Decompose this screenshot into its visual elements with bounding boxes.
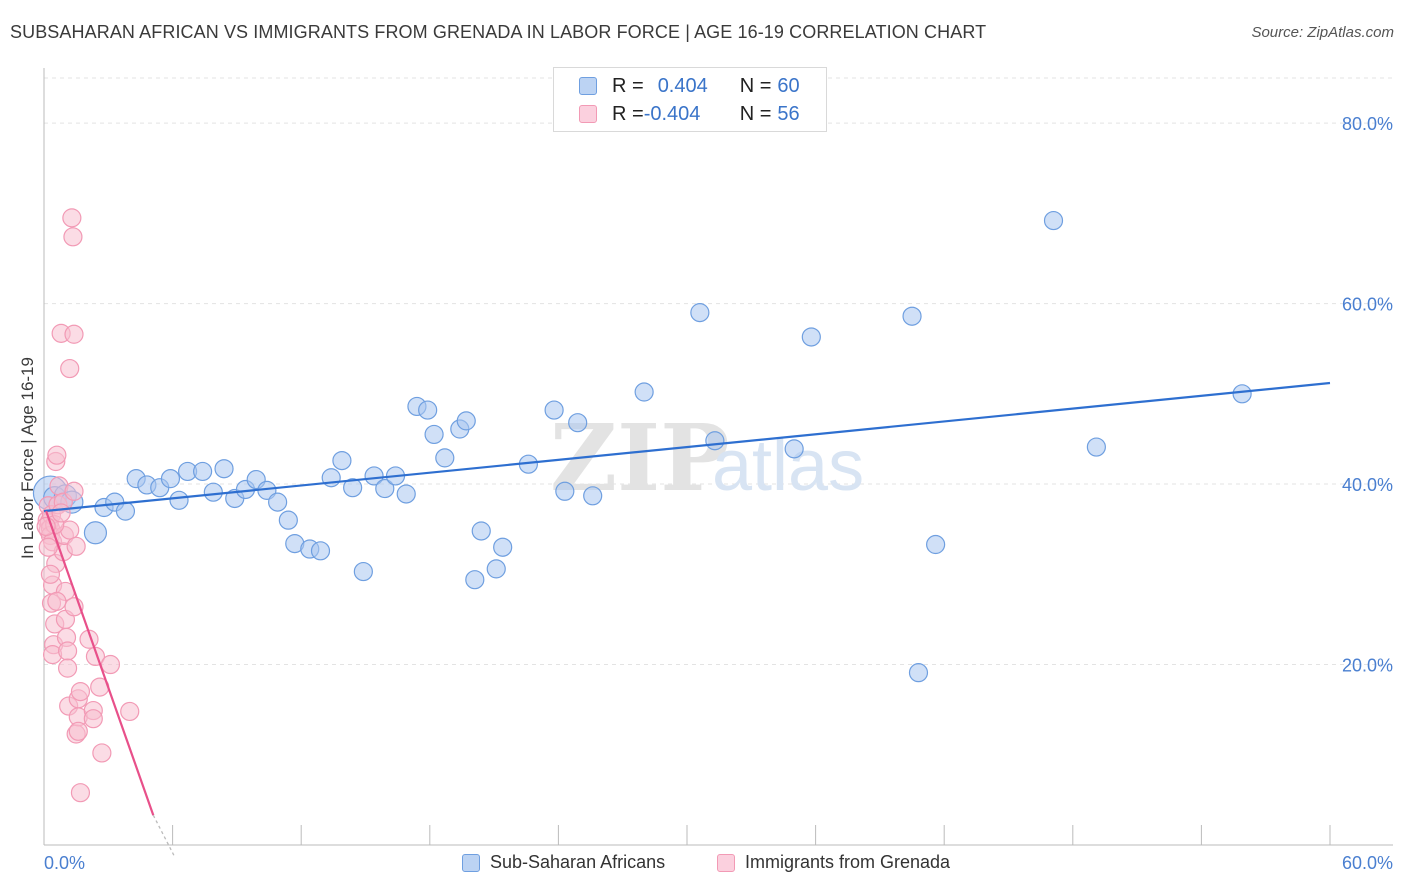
r-label: R = — [612, 74, 644, 97]
data-point — [310, 541, 331, 561]
r-value: 0.404 — [657, 74, 708, 97]
data-point — [62, 208, 82, 228]
axes — [43, 68, 1393, 846]
grid-lines — [44, 77, 1393, 666]
data-point — [203, 482, 223, 502]
data-point — [40, 564, 61, 584]
data-point — [70, 783, 91, 803]
data-point — [64, 481, 84, 501]
data-point — [486, 559, 506, 579]
n-label: N = — [739, 74, 772, 97]
n-value: 56 — [777, 102, 800, 125]
data-point — [1086, 437, 1106, 457]
legend-swatch-blue — [462, 853, 480, 872]
stats-row-blue: R = 0.404 N = 60 — [554, 72, 800, 100]
data-point — [343, 478, 363, 498]
data-point — [193, 461, 213, 482]
legend-label: Immigrants from Grenada — [745, 852, 951, 872]
stats-legend: R = 0.404 N = 60 R = -0.404 N = 56 — [553, 67, 827, 132]
data-point — [214, 459, 234, 479]
series-sub-saharan-africans-points — [32, 210, 1252, 683]
trend-lines — [43, 381, 1331, 858]
data-point — [68, 721, 88, 741]
data-point — [784, 439, 804, 459]
data-point — [364, 466, 384, 486]
trend-line — [45, 510, 155, 816]
data-point — [456, 411, 476, 431]
legend-swatch-blue — [579, 77, 597, 95]
data-point — [64, 324, 84, 344]
legend-item-sub-saharan[interactable]: Sub-Saharan Africans — [462, 852, 665, 873]
data-point — [92, 743, 112, 763]
data-point — [555, 481, 575, 501]
data-point — [100, 654, 121, 675]
n-label: N = — [739, 102, 772, 125]
legend-item-grenada[interactable]: Immigrants from Grenada — [717, 852, 950, 873]
data-point — [47, 445, 67, 465]
data-point — [115, 501, 136, 521]
r-value: -0.404 — [643, 102, 701, 125]
stats-row-pink: R = -0.404 N = 56 — [554, 100, 800, 128]
data-point — [418, 400, 438, 420]
legend-swatch-pink — [579, 105, 597, 123]
data-point — [70, 681, 91, 702]
legend-swatch-pink — [717, 853, 735, 872]
legend-label: Sub-Saharan Africans — [490, 852, 666, 872]
data-point — [471, 521, 491, 541]
data-point — [278, 510, 298, 530]
data-point — [57, 641, 78, 661]
trend-line-extension — [152, 814, 176, 858]
data-point — [544, 400, 564, 420]
tick-labels: 20.0% 40.0% 60.0% 80.0% 0.0% 60.0% — [44, 114, 1393, 873]
data-point — [396, 484, 416, 504]
data-point — [169, 490, 189, 510]
data-point — [435, 448, 455, 468]
data-point — [332, 450, 352, 471]
data-point — [268, 492, 288, 512]
data-point — [83, 521, 108, 545]
data-point — [160, 469, 181, 489]
data-point — [63, 227, 83, 247]
data-point — [902, 306, 922, 326]
x-tick-label: 0.0% — [44, 853, 85, 873]
trend-line — [43, 381, 1331, 513]
data-point — [926, 534, 946, 555]
r-label: R = — [612, 102, 644, 125]
y-axis-label: In Labor Force | Age 16-19 — [18, 357, 37, 559]
data-point — [57, 658, 78, 678]
data-point — [424, 424, 444, 445]
data-point — [375, 478, 395, 499]
y-tick-label: 60.0% — [1342, 295, 1393, 315]
data-point — [83, 709, 103, 729]
data-point — [801, 327, 821, 347]
y-tick-label: 80.0% — [1342, 114, 1393, 134]
data-point — [38, 537, 58, 557]
data-point — [568, 413, 588, 433]
series-grenada-points — [36, 208, 140, 803]
svg-text:atlas: atlas — [712, 426, 864, 506]
data-point — [493, 537, 513, 557]
data-point — [465, 570, 485, 590]
data-point — [1043, 210, 1064, 231]
n-value: 60 — [777, 74, 800, 97]
y-tick-label: 40.0% — [1342, 475, 1393, 495]
data-point — [583, 486, 603, 506]
data-point — [690, 303, 710, 323]
x-tick-label: 60.0% — [1342, 853, 1393, 873]
data-point — [705, 431, 725, 451]
data-point — [908, 663, 929, 683]
zipatlas-watermark: ZIP atlas — [550, 404, 864, 512]
data-point — [120, 701, 140, 722]
source-credit: Source: ZipAtlas.com — [1251, 24, 1394, 41]
data-point — [353, 561, 373, 582]
y-tick-label: 20.0% — [1342, 656, 1393, 676]
data-point — [51, 503, 71, 523]
data-point — [60, 358, 80, 379]
data-point — [47, 591, 67, 611]
chart-title: SUBSAHARAN AFRICAN VS IMMIGRANTS FROM GR… — [10, 22, 987, 42]
data-point — [634, 382, 654, 402]
data-point — [1232, 384, 1252, 404]
data-point — [66, 536, 86, 556]
